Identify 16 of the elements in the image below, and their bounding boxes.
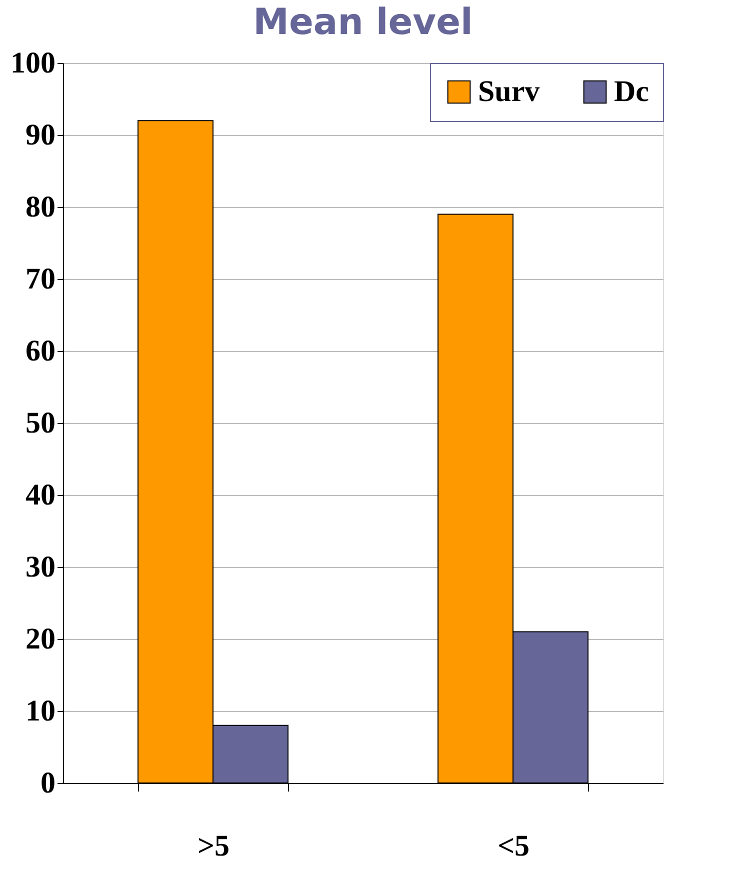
y-tick-label: 90 bbox=[26, 118, 56, 152]
y-tick-label: 50 bbox=[26, 406, 56, 440]
y-tick-label: 10 bbox=[26, 694, 56, 728]
legend-label: Dc bbox=[614, 75, 649, 108]
y-tick-label: 40 bbox=[26, 478, 56, 512]
y-tick-label: 70 bbox=[26, 262, 56, 296]
x-tick-label: >5 bbox=[197, 830, 230, 862]
y-tick-label: 30 bbox=[26, 550, 56, 584]
chart-title: Mean level bbox=[253, 2, 473, 43]
y-tick-label: 100 bbox=[10, 46, 56, 80]
y-tick-label: 60 bbox=[26, 334, 56, 368]
x-tick-label: <5 bbox=[497, 830, 530, 862]
y-tick-label: 20 bbox=[26, 622, 56, 656]
y-tick-label: 0 bbox=[40, 766, 56, 800]
legend-label: Surv bbox=[478, 75, 540, 108]
y-tick-label: 80 bbox=[26, 190, 56, 224]
